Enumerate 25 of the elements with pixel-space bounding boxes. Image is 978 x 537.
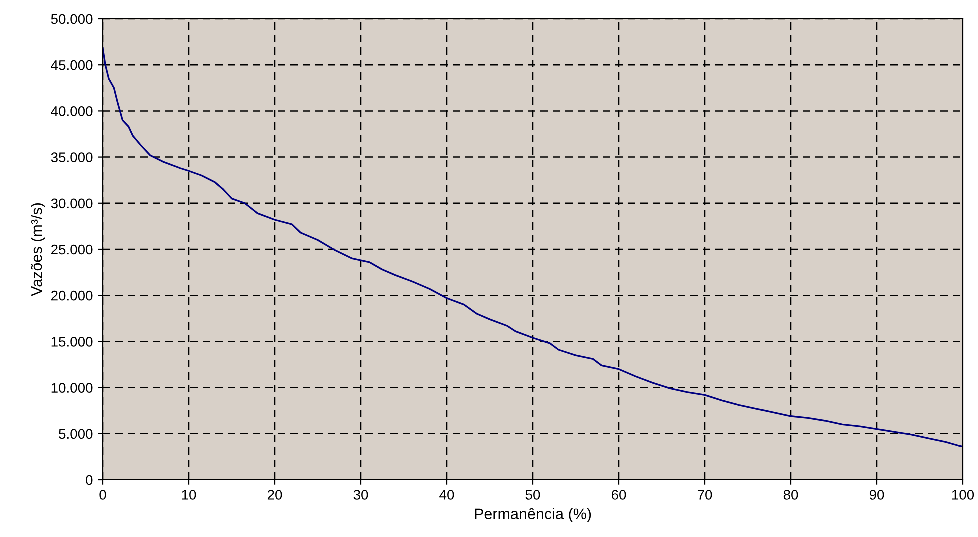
x-tick-label: 20 <box>268 490 282 500</box>
y-tick-label: 5.000 <box>59 429 93 440</box>
x-tick-label: 60 <box>612 490 626 500</box>
x-axis-title: Permanência (%) <box>475 508 592 522</box>
y-axis-title: Vazões (m³/s) <box>31 203 46 296</box>
y-tick-label: 20.000 <box>52 290 93 301</box>
y-tick-label: 45.000 <box>51 60 93 70</box>
line-series <box>103 48 963 448</box>
y-tick-label: 25.000 <box>52 244 93 255</box>
x-tick-label: 10 <box>182 490 196 500</box>
y-tick-label: 30.000 <box>51 198 93 209</box>
y-tick-label: 35.000 <box>51 152 93 162</box>
x-tick-label: 0 <box>100 490 106 500</box>
y-tick-label: 40.000 <box>51 106 93 116</box>
y-tick-label: 10.000 <box>52 383 93 393</box>
y-tick-label: 0 <box>86 475 93 486</box>
x-tick-label: 40 <box>440 490 454 500</box>
x-tick-label: 30 <box>354 490 368 500</box>
y-tick-label: 15.000 <box>52 337 93 347</box>
x-tick-label: 70 <box>698 490 712 500</box>
x-tick-label: 90 <box>870 490 884 500</box>
x-tick-label: 50 <box>526 490 540 500</box>
x-tick-label: 100 <box>952 490 974 500</box>
x-tick-label: 80 <box>784 490 798 500</box>
y-tick-label: 50.000 <box>51 14 93 24</box>
